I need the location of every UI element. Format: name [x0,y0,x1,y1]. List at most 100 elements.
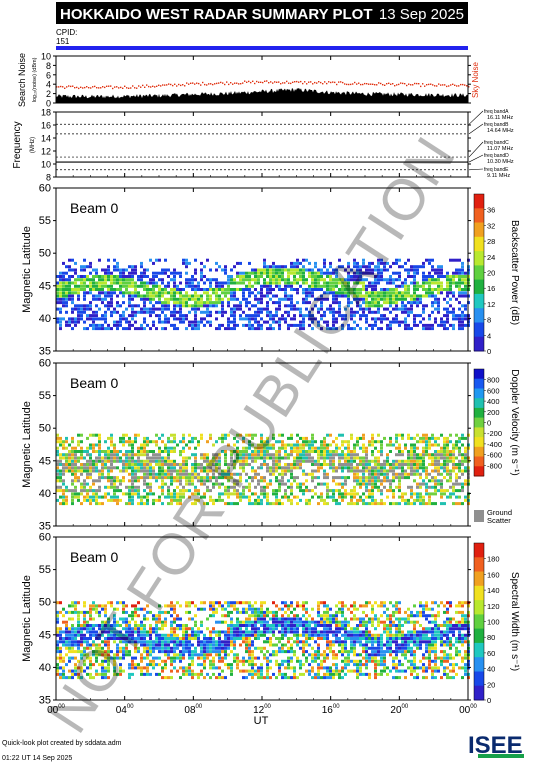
data-cell [245,301,248,304]
data-cell [236,663,239,666]
data-cell [83,304,86,307]
data-cell [431,434,434,437]
data-cell [164,317,167,320]
data-cell [86,275,89,278]
data-cell [86,473,89,476]
data-cell [398,473,401,476]
data-cell [296,288,299,291]
data-cell [155,453,158,456]
data-cell [332,476,335,479]
data-cell [158,295,161,298]
data-cell [149,489,152,492]
sky-noise-point [218,82,219,83]
data-cell [380,453,383,456]
data-cell [215,295,218,298]
data-cell [98,486,101,489]
data-cell [461,291,464,294]
data-cell [179,298,182,301]
data-cell [62,288,65,291]
data-cell [185,673,188,676]
data-cell [314,447,317,450]
data-cell [89,460,92,463]
data-cell [68,640,71,643]
data-cell [425,483,428,486]
data-cell [221,640,224,643]
sky-noise-point [226,81,227,82]
data-cell [281,272,284,275]
data-cell [269,285,272,288]
data-cell [350,460,353,463]
data-cell [404,470,407,473]
data-cell [242,637,245,640]
data-cell [374,460,377,463]
data-cell [131,304,134,307]
data-cell [170,463,173,466]
data-cell [413,502,416,505]
data-cell [413,437,416,440]
data-cell [296,460,299,463]
data-cell [335,470,338,473]
data-cell [65,285,68,288]
data-cell [203,660,206,663]
data-cell [86,476,89,479]
data-cell [323,440,326,443]
data-cell [428,314,431,317]
data-cell [452,259,455,262]
data-cell [185,644,188,647]
data-cell [209,647,212,650]
data-cell [122,434,125,437]
data-cell [107,308,110,311]
data-cell [98,470,101,473]
data-cell [464,457,467,460]
data-cell [110,291,113,294]
data-cell [284,269,287,272]
data-cell [107,269,110,272]
data-cell [278,486,281,489]
data-cell [89,272,92,275]
data-cell [392,308,395,311]
data-cell [161,676,164,679]
data-cell [239,301,242,304]
data-cell [245,624,248,627]
data-cell [428,479,431,482]
data-cell [71,463,74,466]
data-cell [188,637,191,640]
data-cell [404,444,407,447]
data-cell [188,634,191,637]
data-cell [254,502,257,505]
data-cell [206,288,209,291]
data-cell [77,460,80,463]
data-cell [443,463,446,466]
data-cell [95,317,98,320]
data-cell [422,308,425,311]
data-cell [92,434,95,437]
data-cell [131,311,134,314]
data-cell [290,285,293,288]
data-cell [170,663,173,666]
data-cell [278,308,281,311]
data-cell [116,269,119,272]
data-cell [305,457,308,460]
sky-noise-point [418,83,419,84]
data-cell [191,308,194,311]
data-cell [131,440,134,443]
data-cell [386,301,389,304]
sky-noise-point [434,85,435,86]
data-cell [257,269,260,272]
sky-noise-point [104,87,105,88]
data-cell [185,647,188,650]
data-cell [440,321,443,324]
data-cell [179,463,182,466]
data-cell [128,314,131,317]
data-cell [173,311,176,314]
data-cell [428,486,431,489]
data-cell [92,499,95,502]
data-cell [149,663,152,666]
data-cell [266,327,269,330]
colorbar-segment [474,194,484,209]
data-cell [203,324,206,327]
data-cell [401,470,404,473]
data-cell [425,489,428,492]
data-cell [293,262,296,265]
data-cell [200,262,203,265]
